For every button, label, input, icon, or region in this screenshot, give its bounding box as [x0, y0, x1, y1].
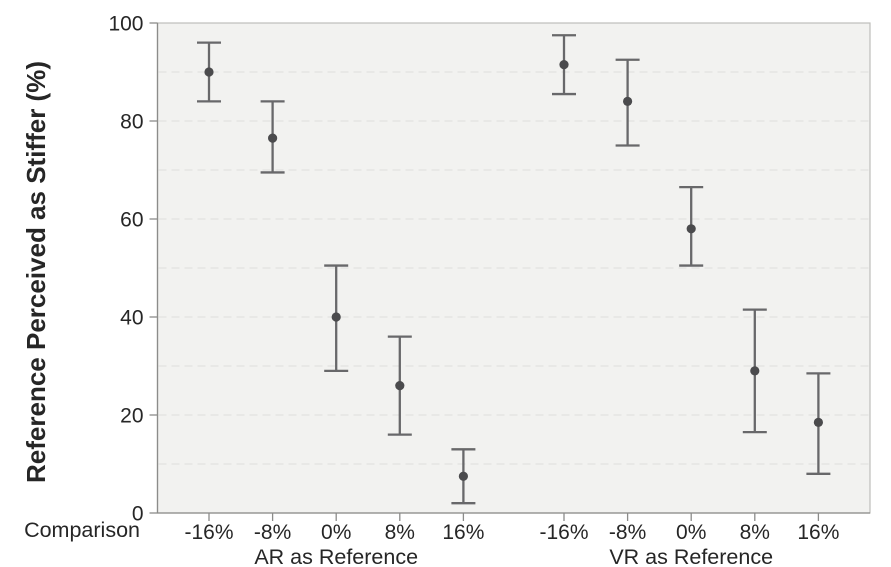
point-marker [813, 417, 824, 427]
point-marker [395, 381, 405, 391]
x-tick-label: 16% [442, 521, 484, 544]
y-tick-label: 100 [108, 13, 143, 36]
y-tick-label: 40 [120, 307, 143, 330]
point-marker [623, 96, 633, 106]
group-label: AR as Reference [254, 545, 418, 567]
point-marker [458, 471, 468, 481]
x-tick-label: 16% [797, 521, 839, 544]
group-label: VR as Reference [609, 545, 773, 567]
point-marker [331, 312, 341, 322]
x-tick-label: -16% [184, 521, 233, 544]
x-tick-label: 0% [676, 521, 706, 544]
x-tick-label: 0% [321, 521, 351, 544]
x-tick-label: -8% [254, 521, 291, 544]
point-marker [686, 224, 696, 234]
y-tick-label: 0 [132, 503, 144, 526]
point-marker [204, 67, 214, 77]
x-tick-label: 8% [385, 521, 415, 544]
point-marker [268, 133, 278, 143]
x-tick-label: 8% [740, 521, 770, 544]
y-tick-label: 20 [120, 405, 143, 428]
x-axis-title: Comparison [24, 518, 140, 542]
point-marker [750, 366, 760, 376]
x-tick-label: -16% [539, 521, 588, 544]
y-tick-label: 80 [120, 111, 143, 134]
x-tick-label: -8% [609, 521, 646, 544]
y-tick-label: 60 [120, 209, 143, 232]
point-marker [559, 60, 569, 70]
